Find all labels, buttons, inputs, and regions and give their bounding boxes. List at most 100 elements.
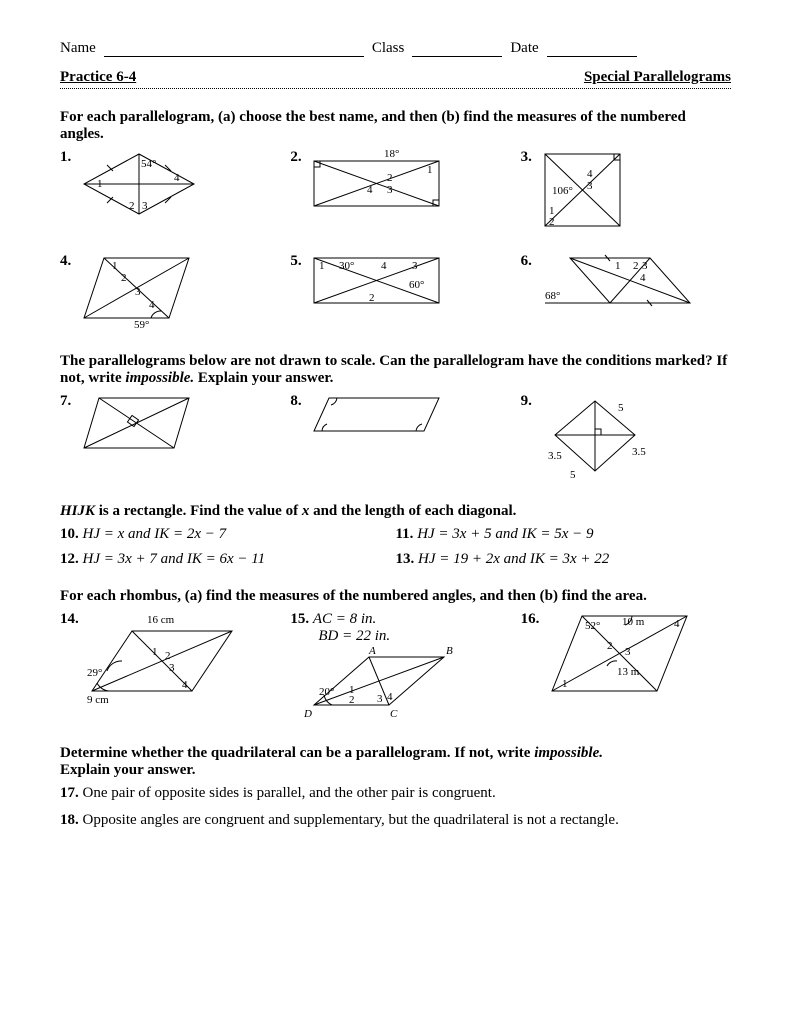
svg-text:30°: 30°	[339, 260, 354, 272]
q2-num: 2.	[290, 149, 301, 166]
svg-text:C: C	[390, 708, 398, 720]
svg-text:4: 4	[182, 679, 188, 691]
practice-num: Practice 6-4	[60, 69, 136, 86]
svg-text:4: 4	[674, 618, 680, 630]
q14-num: 14.	[60, 611, 79, 628]
q15-shape: A B C D 20° 1 2 3 4	[294, 645, 464, 725]
svg-text:54°: 54°	[141, 158, 156, 170]
q10e: HJ = x and IK = 2x − 7	[83, 526, 227, 542]
section1-row1: 1. 54° 1 4 2 3 2. 18° 1 2 3	[60, 149, 731, 239]
svg-text:B: B	[446, 645, 453, 657]
svg-text:1: 1	[615, 260, 621, 272]
svg-text:16 cm: 16 cm	[147, 614, 175, 626]
svg-text:3: 3	[387, 184, 393, 196]
svg-text:4: 4	[174, 172, 180, 184]
q1-num: 1.	[60, 149, 71, 166]
q17n: 17.	[60, 785, 83, 801]
q4-num: 4.	[60, 253, 71, 270]
q6-num: 6.	[521, 253, 532, 270]
q7-shape	[79, 393, 199, 463]
date-blank[interactable]	[547, 40, 637, 57]
svg-text:4: 4	[149, 299, 155, 311]
svg-text:1: 1	[97, 178, 103, 190]
s3-r2: 12. HJ = 3x + 7 and IK = 6x − 11 13. HJ …	[60, 551, 731, 568]
s3-r1: 10. HJ = x and IK = 2x − 7 11. HJ = 3x +…	[60, 526, 731, 543]
svg-text:3: 3	[625, 646, 631, 658]
header-fields: Name Class Date	[60, 40, 731, 57]
practice-topic: Special Parallelograms	[584, 69, 731, 86]
section3-title: HIJK is a rectangle. Find the value of x…	[60, 503, 731, 520]
svg-text:59°: 59°	[134, 319, 149, 331]
q15-num: 15.	[290, 611, 309, 627]
s5c: Explain your answer.	[60, 762, 195, 778]
svg-text:3: 3	[135, 286, 141, 298]
svg-text:1: 1	[319, 260, 325, 272]
svg-text:3: 3	[169, 662, 175, 674]
q8-shape	[309, 393, 449, 443]
svg-text:3.5: 3.5	[548, 450, 562, 462]
svg-text:2: 2	[607, 640, 613, 652]
section1-row2: 4. 1 2 3 4 59° 5. 1 30° 4 3 60° 2 6	[60, 253, 731, 333]
q16-shape: 52° 10 m 4 2 3 1 13 m	[547, 611, 697, 706]
svg-text:106°: 106°	[552, 185, 573, 197]
practice-title-row: Practice 6-4 Special Parallelograms	[60, 69, 731, 89]
svg-text:9 cm: 9 cm	[87, 694, 109, 706]
q4-shape: 1 2 3 4 59°	[79, 253, 199, 333]
q5-shape: 1 30° 4 3 60° 2	[309, 253, 449, 318]
q17t: One pair of opposite sides is parallel, …	[83, 785, 496, 801]
s3-td: and the length of each diagonal.	[309, 503, 516, 519]
svg-text:5: 5	[570, 469, 576, 481]
q6-shape: 68° 1 2 3 4	[540, 253, 700, 318]
q11n: 11.	[396, 526, 418, 542]
q12n: 12.	[60, 551, 83, 567]
svg-text:3: 3	[142, 200, 148, 212]
svg-text:A: A	[368, 645, 376, 657]
svg-text:2: 2	[121, 272, 127, 284]
svg-text:1: 1	[427, 164, 433, 176]
svg-text:3.5: 3.5	[632, 446, 646, 458]
s2-tb: impossible.	[125, 370, 194, 386]
svg-text:5: 5	[618, 402, 624, 414]
svg-text:4: 4	[640, 272, 646, 284]
section1-title: For each parallelogram, (a) choose the b…	[60, 109, 731, 143]
q14-shape: 16 cm 29° 9 cm 1 2 3 4	[87, 611, 247, 711]
section2-title: The parallelograms below are not drawn t…	[60, 353, 731, 387]
s2-tc: Explain your answer.	[194, 370, 333, 386]
date-label: Date	[510, 40, 538, 57]
svg-text:3: 3	[642, 260, 648, 272]
section5-title: Determine whether the quadrilateral can …	[60, 745, 731, 779]
s3-ta: HIJK	[60, 503, 95, 519]
q17: 17. One pair of opposite sides is parall…	[60, 785, 731, 802]
svg-text:4: 4	[381, 260, 387, 272]
q9-shape: 5 3.5 3.5 5	[540, 393, 650, 483]
q13n: 13.	[396, 551, 419, 567]
q11e: HJ = 3x + 5 and IK = 5x − 9	[417, 526, 593, 542]
q7-num: 7.	[60, 393, 71, 410]
svg-text:4: 4	[367, 184, 373, 196]
svg-text:2: 2	[349, 694, 355, 706]
svg-text:29°: 29°	[87, 667, 102, 679]
q3-shape: 106° 3 4 1 2	[540, 149, 630, 239]
svg-text:3: 3	[377, 693, 383, 705]
svg-text:68°: 68°	[545, 290, 560, 302]
svg-text:D: D	[303, 708, 312, 720]
q5-num: 5.	[290, 253, 301, 270]
class-blank[interactable]	[412, 40, 502, 57]
svg-text:13 m: 13 m	[617, 666, 640, 678]
svg-text:3: 3	[587, 180, 593, 192]
s3-tb: is a rectangle. Find the value of	[95, 503, 302, 519]
q10n: 10.	[60, 526, 83, 542]
svg-text:1: 1	[112, 260, 118, 272]
q9-num: 9.	[521, 393, 532, 410]
svg-text:60°: 60°	[409, 279, 424, 291]
s5a: Determine whether the quadrilateral can …	[60, 745, 534, 761]
q15-bd: BD = 22 in.	[318, 628, 390, 644]
svg-text:2: 2	[165, 650, 171, 662]
q3-num: 3.	[521, 149, 532, 166]
q13e: HJ = 19 + 2x and IK = 3x + 22	[418, 551, 609, 567]
s5b: impossible.	[534, 745, 603, 761]
svg-text:2: 2	[387, 172, 393, 184]
q2-shape: 18° 1 2 3 4	[309, 149, 449, 219]
name-blank[interactable]	[104, 40, 364, 57]
q18n: 18.	[60, 812, 83, 828]
